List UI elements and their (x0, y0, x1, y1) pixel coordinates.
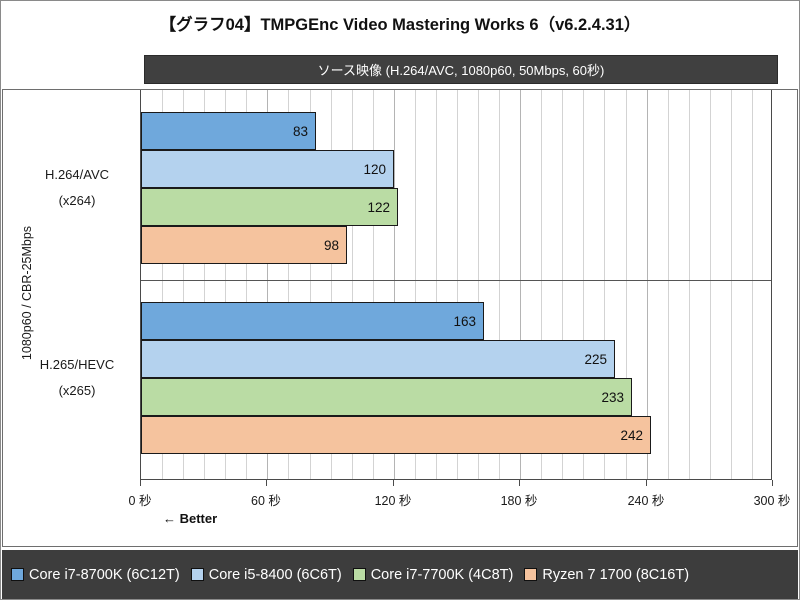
gridline (225, 90, 226, 479)
gridline (731, 90, 732, 479)
bar: 163 (141, 302, 484, 340)
x-axis-tick (393, 480, 394, 486)
x-axis-tick (772, 480, 773, 486)
bar-value-label: 83 (292, 123, 308, 139)
x-axis-tick-label: 300 秒 (753, 494, 791, 508)
page-title: 【グラフ04】TMPGEnc Video Mastering Works 6（v… (159, 16, 641, 34)
gridline (478, 90, 479, 479)
gridline (204, 90, 205, 479)
title-area: 【グラフ04】TMPGEnc Video Mastering Works 6（v… (1, 11, 799, 41)
bar-value-label: 242 (620, 427, 643, 443)
better-annotation: ← Better (163, 511, 218, 526)
bar: 98 (141, 226, 347, 264)
gridline (246, 90, 247, 479)
category-label: H.265/HEVC (x265) (19, 352, 135, 404)
chart-frame: 1080p60 / CBR-25Mbps H.264/AVC (x264) H.26… (2, 89, 798, 547)
gridline (352, 90, 353, 479)
legend-swatch-icon (190, 568, 204, 581)
x-axis-tick-label: 180 秒 (500, 494, 538, 508)
x-axis-tick-label: 240 秒 (627, 494, 665, 508)
x-axis-tick (140, 480, 141, 486)
bar-value-label: 225 (584, 351, 607, 367)
bar: 225 (141, 340, 615, 378)
bar: 122 (141, 188, 398, 226)
bar-value-label: 163 (453, 313, 476, 329)
legend-swatch-icon (11, 568, 24, 581)
gridline (583, 90, 584, 479)
bar: 120 (141, 150, 394, 188)
gridline (162, 90, 163, 479)
x-axis-tick-label: 0 秒 (128, 494, 152, 508)
x-axis-tick-label: 120 秒 (374, 494, 412, 508)
gridline (752, 90, 753, 479)
gridline (520, 90, 521, 479)
legend-item[interactable]: Core i5-8400 (6C6T) (190, 566, 342, 583)
legend-item-label: Ryzen 7 1700 (8C16T) (542, 566, 690, 583)
category-label-line1: H.265/HEVC (39, 357, 115, 372)
gridline (710, 90, 711, 479)
gridline (288, 90, 289, 479)
x-axis: 0 秒 60 秒 120 秒 180 秒 240 秒 300 秒 (129, 480, 790, 520)
gridline (457, 90, 458, 479)
gridline (310, 90, 311, 479)
legend-swatch-icon (524, 568, 538, 581)
gridline (267, 90, 268, 479)
gridline (415, 90, 416, 479)
category-label-line2: (x265) (58, 383, 96, 398)
gridline (436, 90, 437, 479)
gridline (541, 90, 542, 479)
legend-item-label: Core i5-8400 (6C6T) (208, 566, 342, 583)
category-separator (141, 280, 771, 281)
gridline (394, 90, 395, 479)
category-label-line1: H.264/AVC (44, 167, 110, 182)
category-label-line2: (x264) (58, 193, 96, 208)
x-axis-tick (519, 480, 520, 486)
gridline (689, 90, 690, 479)
legend-item-label: Core i7-8700K (6C12T) (29, 566, 180, 583)
gridline (604, 90, 605, 479)
gridline (499, 90, 500, 479)
category-label: H.264/AVC (x264) (19, 162, 135, 214)
bar-value-label: 98 (323, 237, 339, 253)
gridline (183, 90, 184, 479)
bar: 83 (141, 112, 316, 150)
legend-swatch-icon (352, 568, 366, 581)
bar-value-label: 233 (601, 389, 624, 405)
gridline (647, 90, 648, 479)
gridline (562, 90, 563, 479)
legend-item[interactable]: Ryzen 7 1700 (8C16T) (524, 567, 689, 583)
x-axis-tick-label: 60 秒 (251, 494, 281, 508)
gridline (331, 90, 332, 479)
subtitle-bar: ソース映像 (H.264/AVC, 1080p60, 50Mbps, 60秒) (144, 55, 778, 84)
plot-area: 83 120 122 98 163 225 233 242 (140, 90, 772, 480)
gridline (668, 90, 669, 479)
legend-item[interactable]: Core i7-8700K (6C12T) (11, 567, 180, 583)
legend-item[interactable]: Core i7-7700K (4C8T) (352, 566, 514, 583)
legend-item-label: Core i7-7700K (4C8T) (370, 566, 514, 583)
bar-value-label: 122 (367, 199, 390, 215)
x-axis-tick (266, 480, 267, 486)
subtitle-text: ソース映像 (H.264/AVC, 1080p60, 50Mbps, 60秒) (317, 63, 605, 78)
legend: Core i7-8700K (6C12T) Core i5-8400 (6C6T)… (2, 550, 798, 599)
gridline (626, 90, 627, 479)
bar: 233 (141, 378, 632, 416)
x-axis-tick (646, 480, 647, 486)
gridline (373, 90, 374, 479)
bar-value-label: 120 (363, 161, 386, 177)
bar: 242 (141, 416, 651, 454)
